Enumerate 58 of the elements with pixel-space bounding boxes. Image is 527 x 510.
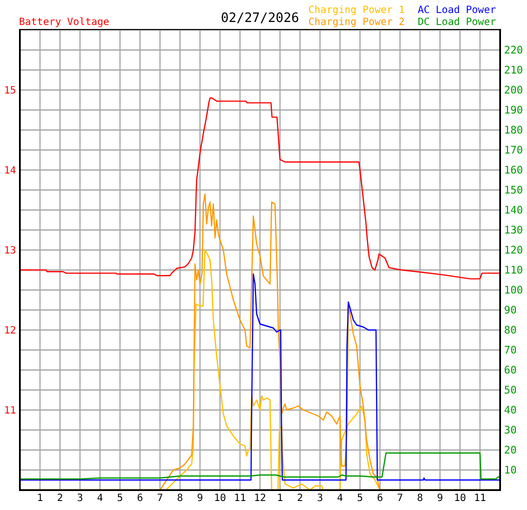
line-series: [20, 97, 500, 280]
y2-tick-label: 80: [504, 324, 517, 337]
y2-tick-label: 220: [504, 44, 523, 57]
y2-tick-label: 70: [504, 344, 517, 357]
x-tick-label: 8: [416, 493, 424, 504]
x-tick-label: 2: [296, 493, 304, 504]
y2-tick-label: 210: [504, 64, 523, 77]
x-tick-label: 4: [96, 493, 104, 504]
x-tick-label: 8: [176, 493, 184, 504]
x-tick-label: 9: [196, 493, 204, 504]
chart-title: 02/27/2026: [220, 11, 300, 26]
y2-tick-label: 90: [504, 304, 517, 317]
x-tick-label: 4: [336, 493, 344, 504]
text: Charging Power 2: [308, 17, 405, 29]
y2-tick-label: 40: [504, 404, 517, 417]
y2-tick-label: 180: [504, 124, 523, 137]
text: Charging Power 1: [308, 5, 405, 17]
x-tick-label: 2: [56, 493, 64, 504]
x-tick-label: 7: [156, 493, 164, 504]
x-tick-label: 1: [276, 493, 284, 504]
x-tick-label: 6: [136, 493, 144, 504]
y2-tick-label: 160: [504, 164, 523, 177]
y2-tick-label: 130: [504, 224, 523, 237]
text: DC Load Power: [418, 17, 496, 29]
x-tick-label: 6: [376, 493, 384, 504]
y2-tick-label: 100: [504, 284, 523, 297]
y2-tick-label: 110: [504, 264, 523, 277]
x-tick-label: 9: [436, 493, 444, 504]
y2-tick-label: 120: [504, 244, 523, 257]
y2-tick-label: 170: [504, 144, 523, 157]
y-tick-label: 14: [4, 166, 16, 177]
y2-tick-label: 20: [504, 444, 517, 457]
x-tick-label: 12: [254, 493, 266, 504]
x-tick-label: 3: [76, 493, 84, 504]
y-tick-label: 11: [4, 406, 16, 417]
x-tick-label: 5: [356, 493, 364, 504]
x-tick-label: 3: [316, 493, 324, 504]
text: AC Load Power: [418, 5, 496, 17]
x-tick-label: 11: [474, 493, 486, 504]
x-tick-label: 10: [214, 493, 226, 504]
y2-tick-label: 150: [504, 184, 523, 197]
x-tick-label: 5: [116, 493, 124, 504]
y-tick-label: 15: [4, 86, 16, 97]
y2-tick-label: 200: [504, 84, 523, 97]
x-tick-label: 1: [36, 493, 44, 504]
y2-tick-label: 190: [504, 104, 523, 117]
x-tick-label: 7: [396, 493, 404, 504]
line-series: [20, 452, 500, 480]
text: Battery Voltage: [19, 17, 110, 29]
y2-tick-label: 140: [504, 204, 523, 217]
y-tick-label: 13: [4, 246, 16, 257]
y2-tick-label: 60: [504, 364, 517, 377]
y2-tick-label: 30: [504, 424, 517, 437]
x-tick-label: 10: [454, 493, 466, 504]
y-tick-label: 12: [4, 326, 16, 337]
x-tick-label: 11: [234, 493, 246, 504]
y2-tick-label: 50: [504, 384, 517, 397]
y2-tick-label: 10: [504, 464, 517, 477]
